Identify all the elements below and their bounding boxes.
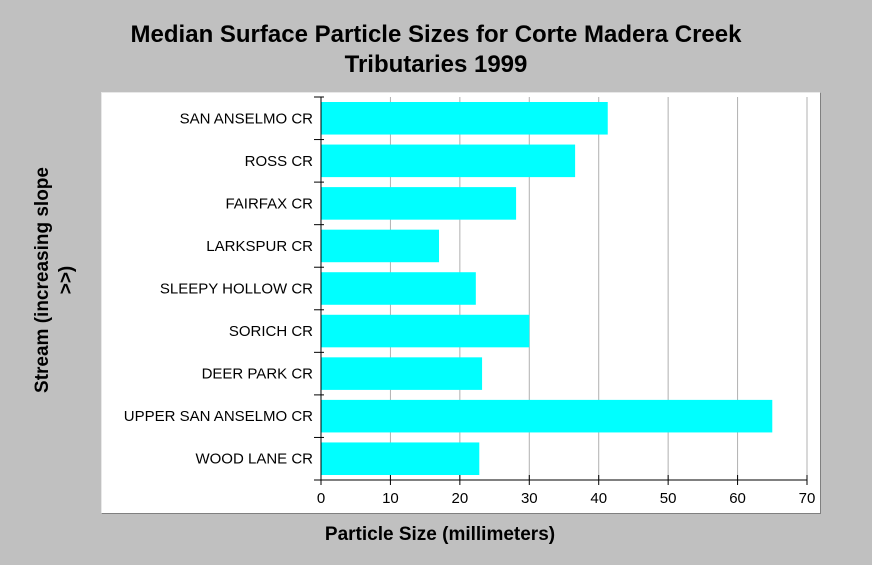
category-label-deer-park-cr: DEER PARK CR	[202, 366, 314, 383]
x-tick-label-30: 30	[521, 490, 538, 507]
x-tick-label-10: 10	[382, 490, 399, 507]
chart-title-line-2: Tributaries 1999	[344, 51, 528, 78]
bar-larkspur-cr	[321, 229, 440, 263]
bar-sleepy-hollow-cr	[321, 272, 476, 305]
bar-upper-san-anselmo-cr	[321, 399, 773, 433]
x-tick-label-70: 70	[799, 490, 816, 507]
category-label-sorich-cr: SORICH CR	[229, 323, 313, 340]
bar-ross-cr	[321, 144, 576, 178]
category-label-sleepy-hollow-cr: SLEEPY HOLLOW CR	[160, 281, 313, 298]
chart-title-line-1: Median Surface Particle Sizes for Corte …	[130, 21, 742, 48]
category-label-larkspur-cr: LARKSPUR CR	[206, 238, 313, 255]
category-label-wood-lane-cr: WOOD LANE CR	[195, 451, 313, 468]
category-label-ross-cr: ROSS CR	[245, 153, 314, 170]
category-label-fairfax-cr: FAIRFAX CR	[225, 195, 313, 212]
bar-san-anselmo-cr	[321, 102, 608, 135]
chart-title: Median Surface Particle Sizes for Corte …	[0, 20, 872, 80]
bar-deer-park-cr	[321, 357, 483, 390]
bar-wood-lane-cr	[321, 442, 480, 475]
bar-fairfax-cr	[321, 187, 517, 220]
x-tick-label-50: 50	[660, 490, 677, 507]
x-tick-label-60: 60	[729, 490, 746, 507]
x-tick-label-0: 0	[317, 490, 325, 507]
y-axis-title-line-1: Stream (increasing slope	[32, 167, 53, 393]
category-label-san-anselmo-cr: SAN ANSELMO CR	[180, 110, 314, 127]
bar-sorich-cr	[321, 314, 530, 348]
category-label-upper-san-anselmo-cr: UPPER SAN ANSELMO CR	[124, 408, 313, 425]
x-tick-label-40: 40	[590, 490, 607, 507]
x-tick-label-20: 20	[452, 490, 469, 507]
x-axis-title: Particle Size (millimeters)	[324, 524, 556, 545]
y-axis-title-line-2: >>)	[56, 265, 77, 295]
